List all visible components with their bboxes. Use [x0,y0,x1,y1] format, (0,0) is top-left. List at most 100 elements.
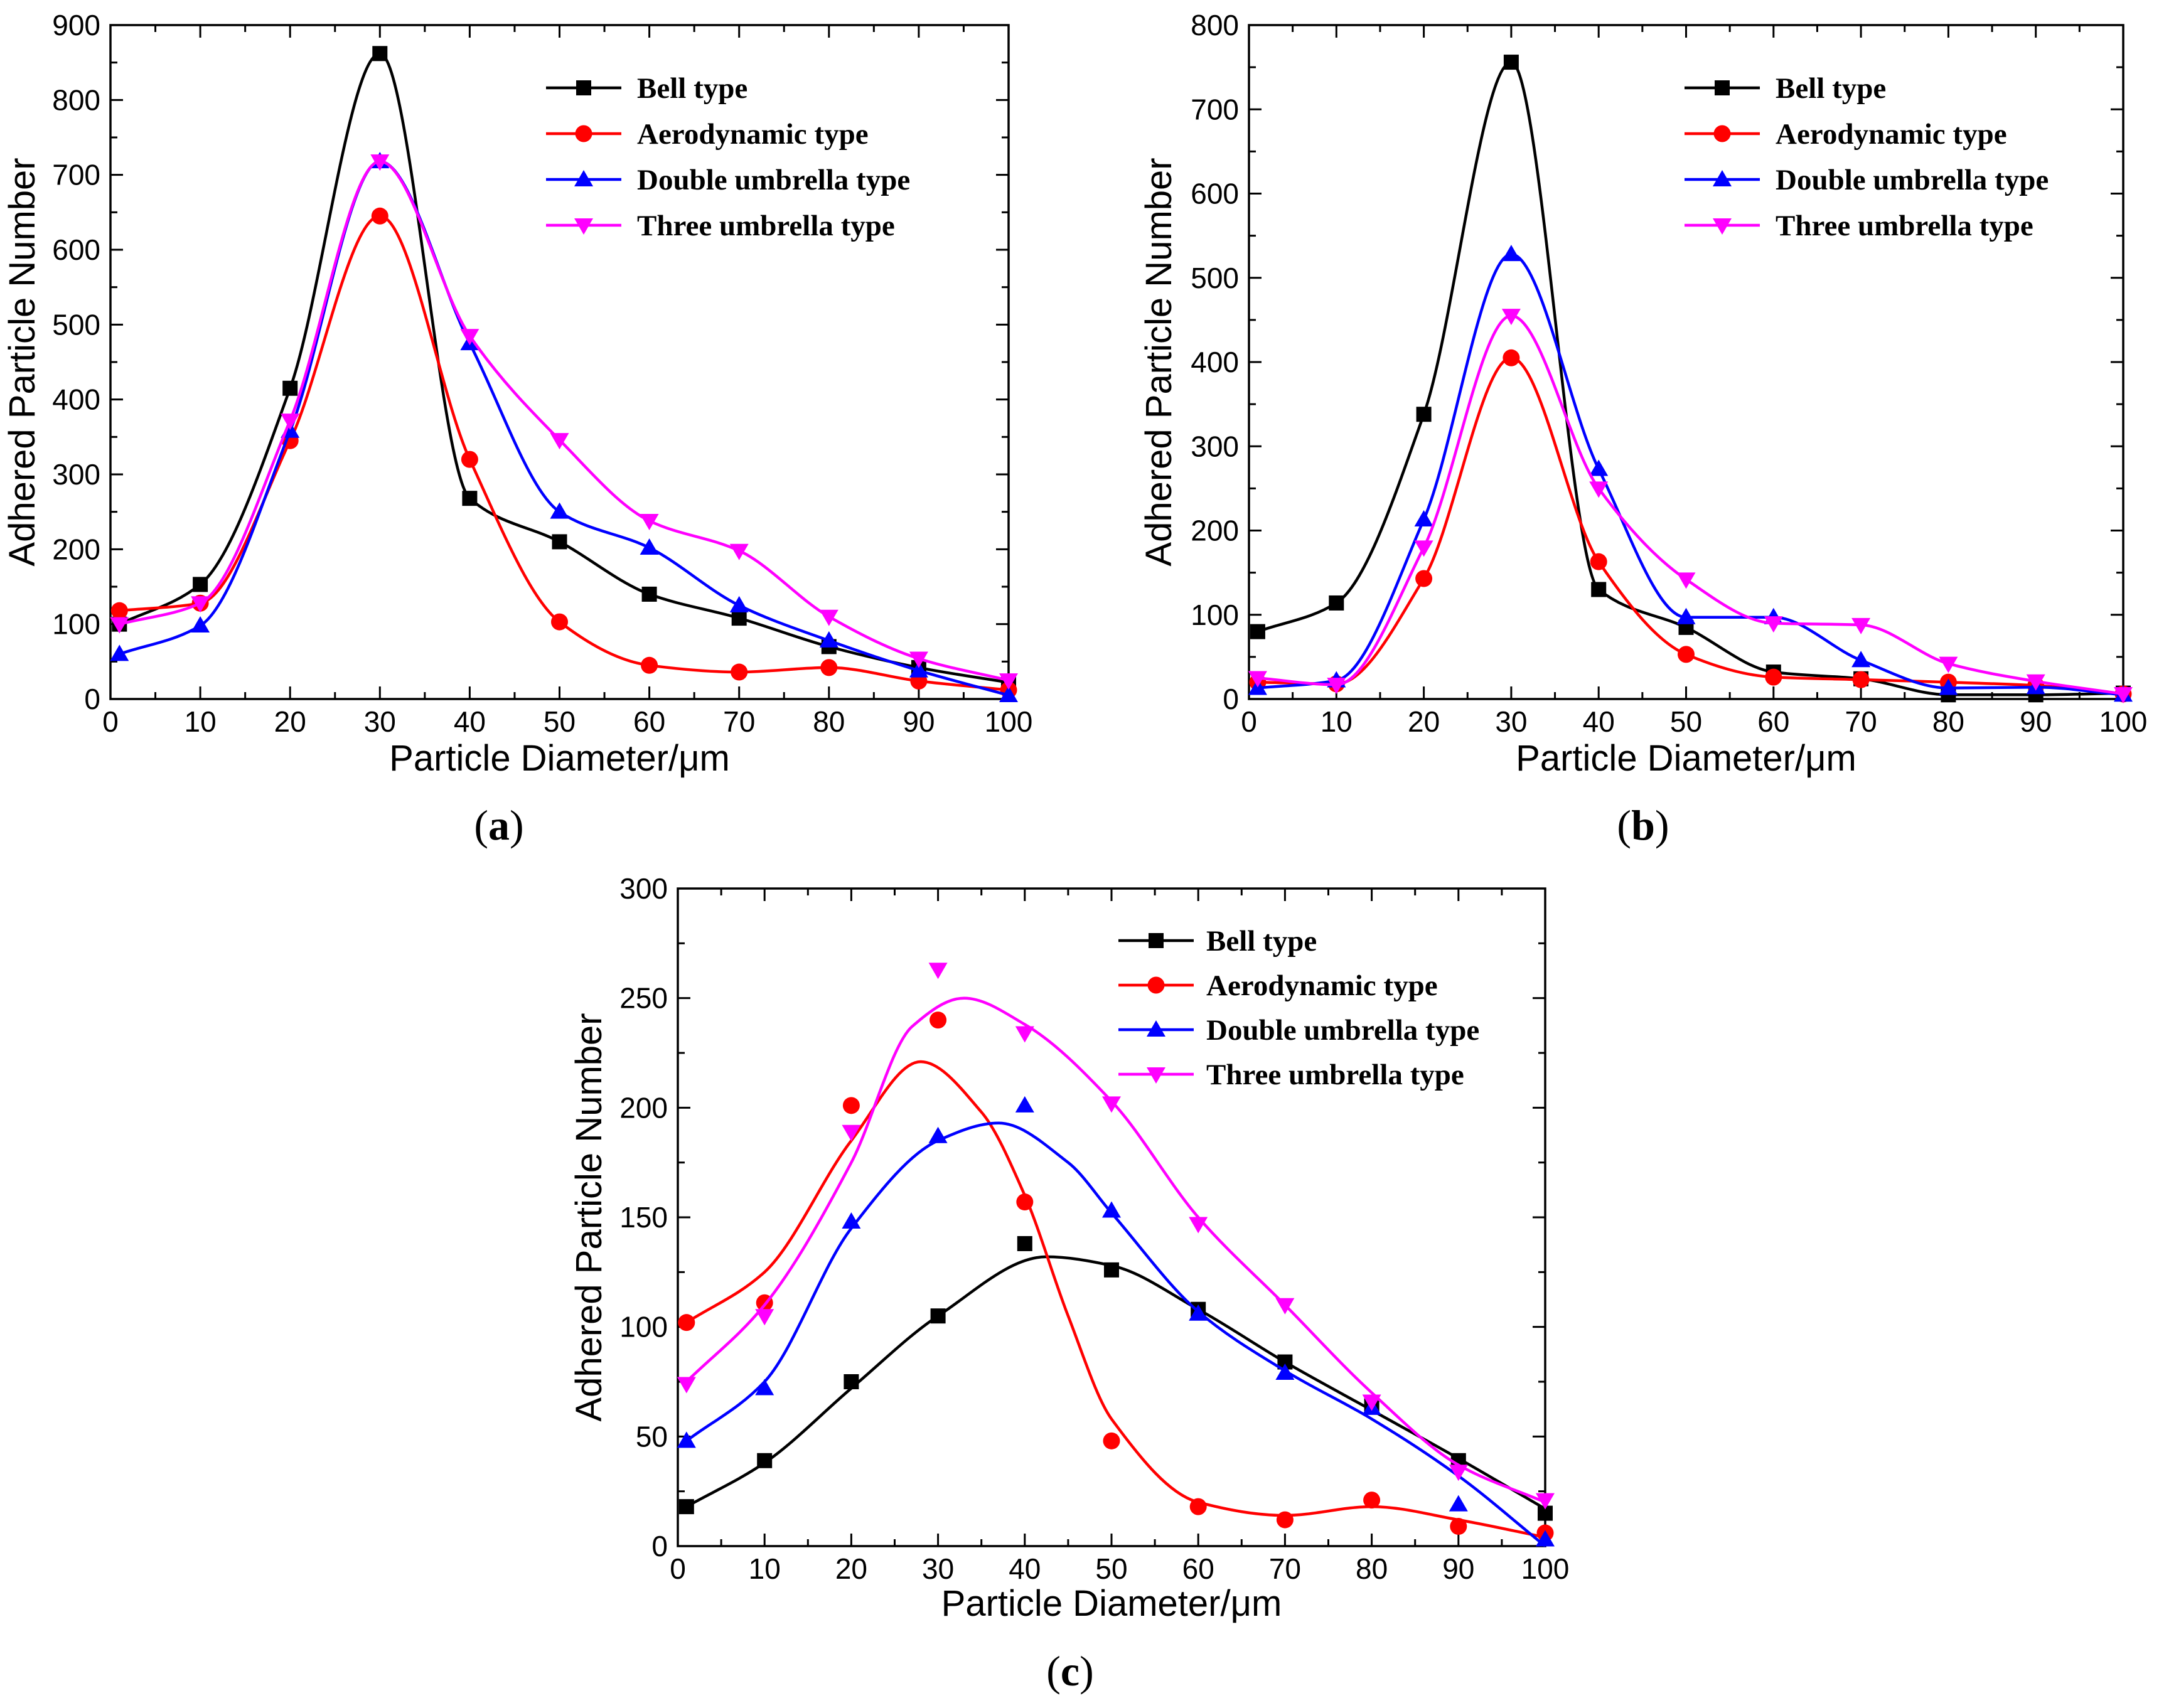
series-bell [1250,55,2131,703]
data-point [909,661,928,678]
legend-label: Three umbrella type [1206,1059,1464,1091]
data-point [372,46,388,61]
legend-label: Double umbrella type [637,164,910,196]
data-point [1329,595,1344,611]
y-tick-label: 200 [619,1091,668,1124]
panel-label-open: ( [474,801,488,849]
series-three [110,154,1018,690]
y-tick-label: 300 [619,872,668,905]
data-point [678,1499,694,1515]
data-point [757,1453,773,1468]
x-tick-label: 70 [1269,1552,1301,1585]
data-point [640,538,659,555]
data-point [641,656,658,674]
data-point [1415,570,1433,587]
x-axis-label: Particle Diameter/μm [941,1583,1282,1624]
legend-label: Bell type [1776,72,1886,105]
legend: Bell type Aerodynamic type Double umbrella… [546,72,910,242]
data-point [842,1097,860,1114]
x-tick-label: 60 [633,705,665,738]
y-tick-label: 700 [1191,93,1239,125]
data-point [1449,1495,1468,1512]
data-point [1189,1217,1208,1234]
data-point [1248,671,1267,688]
y-tick-label: 100 [1191,599,1239,631]
data-point [1277,1354,1293,1370]
data-point [1591,582,1607,597]
series-bell [678,1236,1553,1521]
data-point [1536,1493,1555,1510]
series-line [1257,356,2124,696]
data-point [110,617,129,634]
data-point [1851,651,1871,668]
panel-label-close: ) [1080,1647,1094,1695]
data-point [842,1124,861,1141]
panel-label-letter: a [488,801,510,849]
panel-label: (b) [1617,801,1669,849]
series-three [1248,309,2133,703]
legend-marker [575,125,592,142]
panel-label: (a) [474,801,523,849]
data-point [370,154,390,171]
data-point [819,609,838,626]
x-tick-label: 90 [1442,1552,1474,1585]
x-axis-label: Particle Diameter/μm [389,738,730,779]
legend-marker [574,170,593,186]
y-tick-label: 250 [619,982,668,1015]
x-tick-label: 20 [274,705,306,738]
data-point [110,602,128,619]
data-point [1765,668,1782,686]
panel-label-close: ) [1655,801,1669,849]
data-point [928,963,948,979]
data-point [1501,309,1521,326]
data-point [1852,671,1870,688]
legend-label: Three umbrella type [637,210,895,242]
x-tick-label: 10 [1321,705,1353,738]
data-point [1590,553,1607,570]
x-tick-label: 50 [1095,1552,1127,1585]
data-point [2114,686,2133,703]
data-point [930,1308,946,1324]
panel-label-open: ( [1617,801,1631,849]
legend-marker [576,80,591,95]
x-tick-label: 60 [1757,705,1789,738]
y-tick-label: 500 [1191,262,1239,294]
data-point [1503,349,1520,366]
legend-label: Double umbrella type [1776,164,2049,196]
data-point [1189,1304,1208,1321]
data-point [928,1126,948,1143]
data-point [731,611,747,626]
data-point [729,595,749,612]
data-point [729,543,749,560]
y-tick-label: 0 [1223,683,1239,715]
x-tick-label: 10 [185,705,217,738]
data-point [1676,607,1696,624]
y-tick-label: 50 [636,1420,668,1453]
data-point [999,686,1018,703]
x-tick-label: 40 [454,705,486,738]
chart-panel-c: 0 10 20 30 40 50 60 70 80 90 100 0 50 100 150 200 250 300… [569,872,1569,1695]
legend-marker [574,218,593,235]
data-point [1536,1530,1555,1547]
data-point [731,663,748,681]
plot-frame [109,24,1010,700]
data-point [1503,55,1519,70]
chart-panel-b: 0 10 20 30 40 50 60 70 80 90 100 0 100 200 300 400 500 60… [1138,9,2147,849]
x-tick-label: 70 [723,705,755,738]
y-tick-label: 400 [52,383,100,416]
legend-label: Aerodynamic type [1206,969,1438,1002]
data-point [1327,678,1346,695]
y-tick-label: 200 [1191,515,1239,547]
x-tick-label: 30 [1495,705,1527,738]
data-point [1676,572,1696,589]
y-tick-label: 600 [1191,178,1239,210]
series-aero [678,1011,1554,1542]
data-point [677,1377,696,1394]
data-point [281,414,300,430]
series-aero [110,207,1017,699]
legend-label: Bell type [1206,925,1317,958]
x-tick-label: 0 [670,1552,686,1585]
panel-label: (c) [1046,1647,1094,1695]
y-tick-label: 800 [52,83,100,116]
